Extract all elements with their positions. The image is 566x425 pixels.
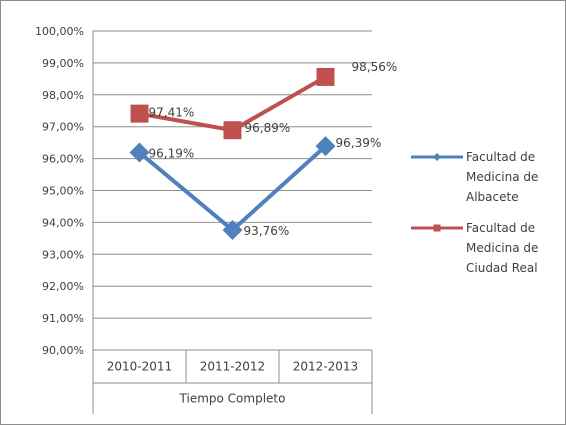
x-group-label: Tiempo Completo (179, 392, 286, 406)
legend-label: Medicina de (466, 241, 538, 255)
x-tick-label: 2010-2011 (107, 360, 172, 374)
y-tick-label: 94,00% (42, 216, 84, 229)
y-tick-label: 90,00% (42, 344, 84, 357)
legend-label: Albacete (466, 190, 519, 204)
legend-label: Facultad de (466, 150, 535, 164)
x-tick-label: 2012-2013 (293, 360, 358, 374)
y-tick-label: 97,00% (42, 121, 84, 134)
data-label: 93,76% (244, 224, 290, 238)
y-tick-label: 99,00% (42, 57, 84, 70)
x-tick-label: 2011-2012 (200, 360, 265, 374)
y-axis: 90,00% 91,00% 92,00% 93,00% 94,00% 95,00% 96,0… (35, 25, 94, 357)
data-label: 96,19% (149, 147, 195, 161)
data-point (223, 121, 242, 140)
data-point (316, 67, 335, 86)
legend-label: Facultad de (466, 221, 535, 235)
legend-marker (433, 224, 441, 232)
data-label: 97,41% (149, 106, 195, 120)
y-tick-label: 95,00% (42, 185, 84, 198)
y-tick-label: 98,00% (42, 89, 84, 102)
y-tick-label: 91,00% (42, 312, 84, 325)
legend: Facultad de Medicina de Albacete Facultad d… (411, 150, 538, 275)
legend-marker (433, 153, 441, 161)
y-tick-label: 92,00% (42, 280, 84, 293)
data-point (315, 136, 336, 157)
data-label: 98,56% (352, 60, 398, 74)
legend-label: Ciudad Real (466, 261, 538, 275)
legend-label: Medicina de (466, 170, 538, 184)
y-tick-label: 100,00% (35, 25, 84, 38)
y-tick-label: 93,00% (42, 248, 84, 261)
series-layer: 96,19% 93,76% 96,39% 97,41% 96,89% 98,56% (129, 60, 398, 241)
x-axis: 2010-2011 2011-2012 2012-2013 Tiempo Comple… (92, 350, 373, 414)
data-label: 96,39% (336, 136, 382, 150)
data-point (222, 220, 243, 241)
data-point (129, 142, 150, 163)
data-point (130, 104, 149, 123)
y-tick-label: 96,00% (42, 153, 84, 166)
data-label: 96,89% (245, 121, 291, 135)
gridlines (93, 30, 372, 351)
